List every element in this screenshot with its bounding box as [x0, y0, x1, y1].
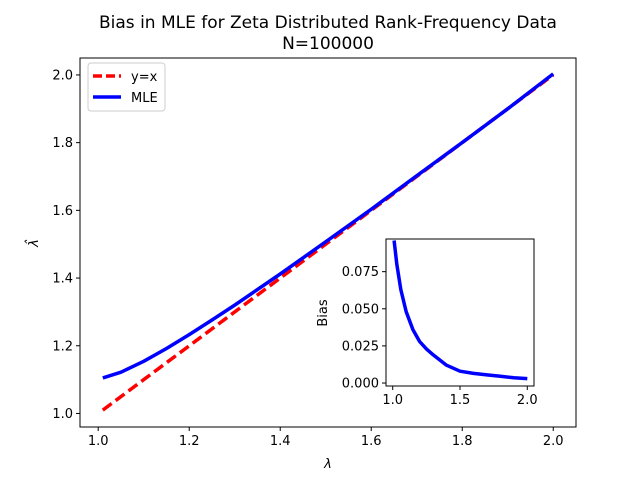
inset-x-tick-label: 2.0: [517, 393, 538, 408]
x-axis-label: λ: [323, 457, 332, 472]
inset-plot: 1.0 1.5 2.0 0.000 0.025 0.050 0.075: [342, 238, 538, 408]
x-tick-label: 1.6: [361, 434, 382, 449]
x-tick-label: 2.0: [543, 434, 564, 449]
y-tick-label: 2.0: [52, 68, 73, 83]
y-tick-label: 1.2: [52, 339, 73, 354]
y-axis-label: λ̂: [25, 239, 42, 248]
chart-subtitle: N=100000: [282, 34, 374, 54]
x-tick-label: 1.0: [88, 434, 109, 449]
series-line-1: [102, 72, 555, 380]
inset-plot-area: [386, 239, 534, 386]
axes-frame: [79, 57, 577, 428]
legend-label-mle: MLE: [131, 91, 158, 106]
y-tick-label: 1.6: [52, 204, 73, 219]
inset-y-tick-label: 0.075: [342, 265, 379, 280]
x-tick-label: 1.2: [179, 434, 200, 449]
inset-series-line-0: [392, 240, 528, 381]
inset-x-tick-label: 1.5: [450, 393, 471, 408]
inset-y-tick-label: 0.025: [342, 339, 379, 354]
y-tick-label: 1.8: [52, 136, 73, 151]
chart-title: Bias in MLE for Zeta Distributed Rank-Fr…: [99, 13, 557, 33]
y-tick-label: 1.4: [52, 272, 73, 287]
x-tick-label: 1.4: [270, 434, 291, 449]
y-tick-label: 1.0: [52, 407, 73, 422]
x-tick-label: 1.8: [452, 434, 473, 449]
legend-label-yx: y=x: [131, 70, 158, 85]
inset-y-tick-label: 0.050: [342, 302, 379, 317]
inset-y-axis-label: Bias: [316, 299, 331, 326]
inset-y-tick-label: 0.000: [342, 377, 379, 392]
legend: y=x MLE: [87, 62, 166, 112]
inset-x-tick-label: 1.0: [382, 393, 403, 408]
